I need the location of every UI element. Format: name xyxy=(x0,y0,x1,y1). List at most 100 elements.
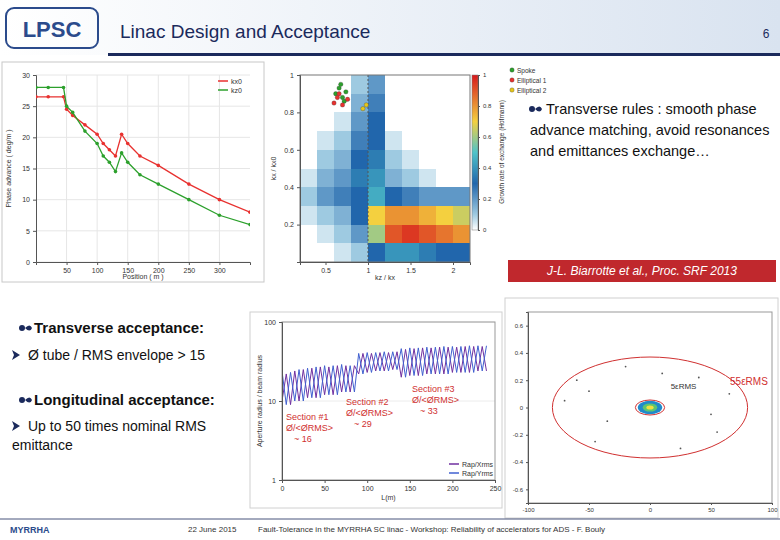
tick-label: 1 xyxy=(290,72,294,79)
heat-cell xyxy=(436,94,453,113)
grid-line xyxy=(36,230,250,231)
axis-line xyxy=(297,76,301,263)
series-marker xyxy=(101,142,105,146)
tick-label: 100 xyxy=(92,267,104,274)
tick-mark xyxy=(478,168,480,169)
heat-cell xyxy=(368,243,385,262)
heat-cell xyxy=(317,206,334,225)
grid-line xyxy=(219,75,220,262)
chart-background xyxy=(505,298,778,518)
section-annotation: Section #1Ø/<ØRMS>~ 16 xyxy=(286,412,333,444)
series-marker xyxy=(156,164,160,168)
series-marker xyxy=(83,129,87,133)
heat-cell xyxy=(453,206,470,225)
grid-line xyxy=(97,75,98,262)
series-marker xyxy=(71,111,75,115)
tick-label: -100 xyxy=(522,507,535,513)
heat-cell xyxy=(453,187,470,206)
heat-cell xyxy=(453,94,470,113)
header-rule xyxy=(108,53,780,56)
tick: 100 xyxy=(264,319,282,326)
tick-mark xyxy=(478,106,480,107)
heat-cell xyxy=(317,94,334,113)
tick-mark xyxy=(297,150,300,151)
tick-label: 150 xyxy=(404,485,416,492)
series-marker xyxy=(36,95,38,99)
plot-marks xyxy=(282,346,486,405)
heat-cell xyxy=(334,206,351,225)
series-marker xyxy=(46,86,50,90)
tick-mark xyxy=(650,503,651,505)
heat-cell xyxy=(368,150,385,169)
tick-label: 30 xyxy=(22,72,30,79)
halo-point xyxy=(564,400,566,402)
logo-text: LPSC xyxy=(23,17,82,42)
tick-mark xyxy=(219,262,220,265)
tick: 1 xyxy=(272,477,282,484)
heat-cell xyxy=(419,75,436,94)
bullet-icon xyxy=(19,325,32,331)
density-contour xyxy=(646,405,653,409)
tick: 100 xyxy=(767,503,778,513)
heat-cell xyxy=(300,169,317,188)
legend-label: kz0 xyxy=(231,87,242,94)
tick-label: 100 xyxy=(362,485,374,492)
heat-cell xyxy=(351,75,368,94)
section-annotation: Section #3Ø/<ØRMS>~ 33 xyxy=(412,384,459,416)
y-axis-title: Aperture radius / beam radius xyxy=(256,354,264,447)
bullet-dot xyxy=(19,397,25,403)
tick-mark xyxy=(33,137,36,138)
series-marker xyxy=(248,210,250,214)
legend-swatch xyxy=(218,80,228,82)
arrow-icon xyxy=(12,421,20,431)
heat-cell xyxy=(385,150,402,169)
legend-label: Rap/Yrms xyxy=(462,470,494,478)
heat-cell xyxy=(453,169,470,188)
tick-mark xyxy=(526,380,528,381)
heat-cell xyxy=(402,206,419,225)
tick: 100 xyxy=(92,262,104,274)
tick-label: 15 xyxy=(22,165,30,172)
heat-cell xyxy=(436,243,453,262)
heat-cell xyxy=(402,150,419,169)
arrow-icon xyxy=(12,350,20,360)
annotation-ratio: Ø/<ØRMS> xyxy=(412,395,459,405)
heat-cell xyxy=(419,243,436,262)
bullet-dot xyxy=(19,325,25,331)
y-axis-title: Phase advance ( deg/m ) xyxy=(5,129,13,207)
axis: 051015202530 xyxy=(22,72,36,266)
series-marker xyxy=(108,160,112,164)
axis-line xyxy=(479,76,481,231)
heat-cell xyxy=(300,112,317,131)
density-contour xyxy=(643,403,658,411)
legend-swatch xyxy=(218,89,228,91)
tick: -0.2 xyxy=(513,432,528,438)
series-marker xyxy=(101,154,105,158)
citation: J-L. Biarrotte et al., Proc. SRF 2013 xyxy=(546,264,737,278)
tick: 0 xyxy=(520,405,528,411)
heat-cell xyxy=(317,131,334,150)
tick: 50 xyxy=(321,480,329,492)
heat-cell xyxy=(419,225,436,244)
tick-mark xyxy=(325,480,326,483)
heat-cell xyxy=(351,169,368,188)
heat-cell xyxy=(419,150,436,169)
series-marker xyxy=(36,86,38,90)
series-marker xyxy=(218,198,222,202)
page-number: 6 xyxy=(763,27,770,41)
heat-cell xyxy=(453,112,470,131)
tick-mark xyxy=(33,169,36,170)
bullet-item: Ø tube / RMS envelope > 15 xyxy=(28,347,205,363)
heat-cell xyxy=(419,169,436,188)
axis-line xyxy=(301,263,471,266)
bullet-leaf xyxy=(25,398,32,403)
halo-point xyxy=(588,390,590,392)
legend-swatch xyxy=(510,68,514,72)
heat-cell xyxy=(385,206,402,225)
axis: -100-50050100 xyxy=(522,503,778,513)
tick-label: 20 xyxy=(22,134,30,141)
heat-cell xyxy=(419,187,436,206)
plot-marks xyxy=(552,357,747,458)
x-axis-title: kz / kx xyxy=(375,274,395,281)
tick-label: 200 xyxy=(447,485,459,492)
